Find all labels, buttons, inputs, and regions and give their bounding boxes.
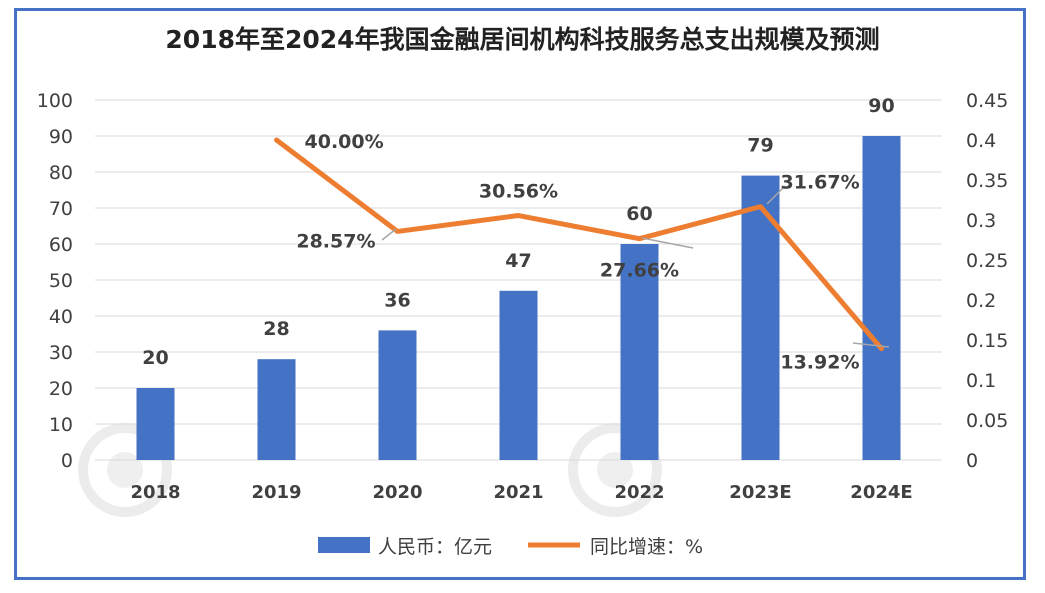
- watermark-logo-dot: [107, 452, 143, 488]
- bar-data-label: 60: [626, 203, 652, 225]
- bar-data-label: 20: [142, 347, 168, 369]
- left-tick-label: 80: [49, 162, 73, 184]
- bar-series: 20 28 36 47 60 79 90: [136, 95, 901, 460]
- x-tick-label: 2023E: [729, 482, 791, 503]
- left-tick-label: 100: [37, 90, 73, 112]
- left-tick-label: 20: [49, 378, 73, 400]
- bar: [741, 175, 780, 460]
- line-series: 40.00% 28.57% 30.56% 27.66% 31.67% 13.92%: [274, 131, 890, 374]
- left-tick-label: 0: [61, 450, 73, 472]
- legend: 人民币：亿元 同比增速：%: [318, 536, 703, 558]
- line-data-label: 31.67%: [781, 172, 860, 194]
- left-tick-label: 10: [49, 414, 73, 436]
- watermark-logo-dot: [597, 452, 633, 488]
- watermark-logo-ring: [568, 423, 662, 517]
- right-tick-label: 0.4: [966, 130, 996, 152]
- bar: [378, 330, 417, 460]
- right-tick-label: 0.35: [966, 170, 1008, 192]
- bar-data-label: 36: [384, 289, 410, 311]
- bar-data-label: 28: [263, 318, 289, 340]
- right-tick-label: 0: [966, 450, 978, 472]
- left-tick-label: 60: [49, 234, 73, 256]
- x-axis-ticks: 2018 2019 2020 2021 2022 2023E 2024E: [130, 482, 912, 503]
- line-data-label: 30.56%: [479, 181, 558, 203]
- bar: [136, 388, 175, 460]
- leader-line: [852, 342, 890, 348]
- right-tick-label: 0.3: [966, 210, 996, 232]
- leader-line: [641, 237, 694, 249]
- left-tick-label: 50: [49, 270, 73, 292]
- right-tick-label: 0.15: [966, 330, 1008, 352]
- x-tick-label: 2019: [251, 482, 301, 503]
- bar: [620, 244, 659, 460]
- right-axis-ticks: 0 0.05 0.1 0.15 0.2 0.25 0.3 0.35 0.4 0.45: [966, 90, 1008, 472]
- line-data-label: 13.92%: [780, 352, 859, 374]
- right-tick-label: 0.25: [966, 250, 1008, 272]
- x-tick-label: 2022: [614, 482, 664, 503]
- growth-line: [274, 137, 884, 352]
- leader-line: [381, 228, 397, 241]
- watermark-logo-ring: [78, 423, 172, 517]
- bar: [257, 359, 296, 460]
- watermark: [78, 423, 662, 517]
- line-data-label: 40.00%: [305, 131, 384, 153]
- legend-swatch-bar: [318, 537, 370, 553]
- bar: [862, 136, 901, 460]
- x-tick-label: 2024E: [850, 482, 912, 503]
- right-tick-label: 0.45: [966, 90, 1008, 112]
- right-tick-label: 0.05: [966, 410, 1008, 432]
- x-tick-label: 2020: [372, 482, 422, 503]
- right-tick-label: 0.2: [966, 290, 996, 312]
- line-data-label: 28.57%: [296, 230, 375, 252]
- right-tick-label: 0.1: [966, 370, 996, 392]
- left-axis-ticks: 0 10 20 30 40 50 60 70 80 90 100: [37, 90, 73, 472]
- chart-title: 2018年至2024年我国金融居间机构科技服务总支出规模及预测: [165, 25, 880, 54]
- bar-data-label: 90: [868, 95, 894, 117]
- bar-data-label: 47: [505, 250, 531, 272]
- left-tick-label: 40: [49, 306, 73, 328]
- x-tick-label: 2018: [130, 482, 180, 503]
- legend-label-bar: 人民币：亿元: [378, 536, 492, 558]
- leader-line: [766, 185, 786, 205]
- left-tick-label: 90: [49, 126, 73, 148]
- bar: [499, 290, 538, 460]
- line-data-label: 27.66%: [600, 260, 679, 282]
- left-tick-label: 70: [49, 198, 73, 220]
- x-tick-label: 2021: [493, 482, 543, 503]
- left-tick-label: 30: [49, 342, 73, 364]
- bar-data-label: 79: [747, 135, 773, 157]
- legend-label-line: 同比增速：%: [590, 536, 703, 558]
